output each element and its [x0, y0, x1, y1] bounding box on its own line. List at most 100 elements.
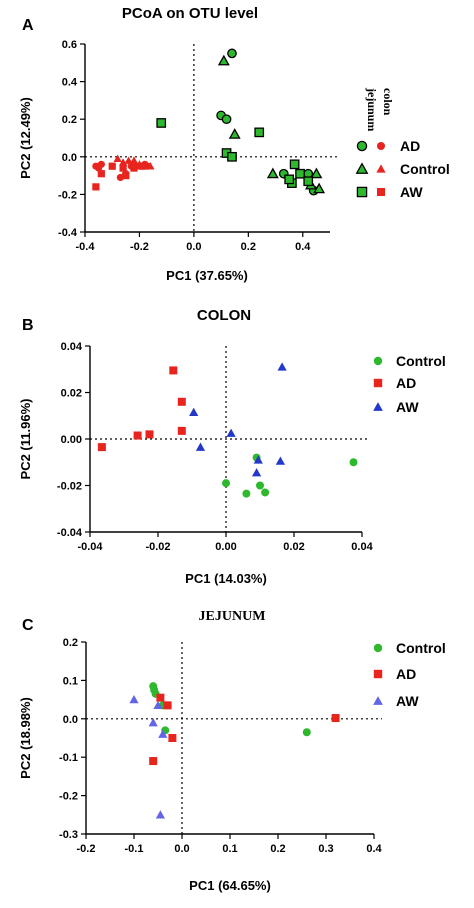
panel-a-y-tick-label: 0.4: [62, 77, 78, 89]
data-point-control: [222, 479, 230, 488]
panel-a-y-tick-label: 0.6: [62, 39, 77, 51]
panel-b-y-tick-label: -0.02: [57, 481, 82, 493]
data-point-ad: [145, 430, 154, 439]
legend-b-label-aw: AW: [396, 399, 419, 415]
panel-b-y-tick-label: -0.04: [57, 527, 83, 539]
data-point-aw-colon: [122, 172, 130, 180]
data-point-control: [349, 458, 358, 467]
legend-b-marker-control: [373, 356, 383, 366]
data-point-aw-jejunum: [227, 151, 237, 162]
data-point-control-colon: [146, 162, 155, 170]
panel-b-title: COLON: [197, 307, 251, 324]
panel-b-y-tick-label: 0.02: [61, 388, 82, 400]
data-point-aw: [252, 468, 262, 477]
data-point-aw: [155, 810, 165, 819]
data-point-aw-colon: [119, 164, 127, 172]
panel-c-y-tick-label: 0.0: [63, 714, 78, 726]
legend-a-marker-jejunum-control: [355, 162, 369, 174]
data-point-control: [261, 488, 270, 497]
legend-a-col-colon: colon: [381, 88, 395, 116]
data-point-control: [302, 728, 311, 737]
data-point-aw-jejunum: [254, 127, 265, 138]
panel-c-x-axis-label: PC1 (64.65%): [189, 878, 271, 893]
data-point-ad: [163, 701, 172, 710]
data-point-ad: [169, 366, 178, 375]
legend-a: AD Control AW: [355, 138, 450, 200]
legend-b-label-ad: AD: [396, 375, 416, 391]
panel-a-x-axis-label: PC1 (37.65%): [166, 268, 248, 283]
data-point-aw-jejunum: [303, 176, 314, 187]
data-point-control: [256, 481, 264, 490]
legend-c-label-aw: AW: [396, 693, 419, 709]
panel-b-x-tick-label: 0.02: [283, 541, 304, 553]
data-point-control-colon: [129, 156, 139, 164]
panel-c-x-tick-label: -0.2: [77, 843, 96, 855]
legend-b-marker-aw: [373, 402, 383, 411]
legend-c-marker-control: [373, 643, 383, 653]
legend-a-col-jejunum: jejunum: [365, 87, 379, 131]
legend-c-label-ad: AD: [396, 666, 416, 682]
data-point-ad-jejunum: [221, 114, 232, 125]
data-point-ad-colon: [97, 160, 105, 168]
legend-a-marker-colon-control: [376, 164, 386, 173]
panel-a-y-axis-label: PC2 (12.49%): [18, 97, 33, 179]
legend-a-label-aw: AW: [400, 184, 423, 200]
data-point-control-colon: [124, 156, 133, 164]
panel-c-y-axis-label: PC2 (18.98%): [18, 697, 33, 779]
panel-c-y-tick-label: 0.1: [63, 675, 78, 687]
panel-c-x-tick-label: 0.4: [366, 843, 382, 855]
legend-c: Control AD AW: [373, 640, 446, 709]
panel-b-x-tick-label: -0.02: [145, 541, 170, 553]
data-point-ad: [331, 714, 340, 723]
data-point-aw: [275, 456, 285, 465]
data-point-ad: [177, 426, 186, 435]
legend-c-marker-ad: [373, 669, 383, 679]
data-point-aw: [195, 442, 206, 451]
legend-a-marker-jejunum-ad: [356, 140, 368, 152]
data-point-aw-colon: [130, 164, 138, 172]
panel-a-y-tick-label: -0.4: [58, 227, 78, 239]
panel-c-y-tick-label: 0.2: [63, 637, 78, 649]
data-point-aw: [189, 407, 199, 416]
panel-b-y-tick-label: 0.00: [61, 434, 82, 446]
data-point-control-colon: [113, 154, 122, 162]
data-point-aw: [148, 718, 158, 727]
panel-b: B COLON Control AD AW -0.04 -0.02 0.00 0.02 0.…: [18, 307, 446, 586]
legend-a-marker-colon-aw: [377, 188, 385, 196]
panel-b-x-tick-label: 0.00: [215, 541, 236, 553]
data-point-aw: [153, 700, 163, 710]
data-point-aw: [129, 695, 139, 704]
panel-b-y-tick-label: 0.04: [61, 341, 83, 353]
panel-b-x-tick-label: -0.04: [77, 541, 103, 553]
panel-b-y-axis-label: PC2 (11.96%): [18, 399, 33, 480]
panel-a-x-tick-label: 0.4: [295, 241, 311, 253]
data-point-aw-jejunum: [284, 174, 295, 185]
legend-a-marker-colon-ad: [377, 142, 385, 150]
panel-c-x-tick-label: 0.0: [174, 843, 189, 855]
panel-a-title: PCoA on OTU level: [122, 5, 258, 22]
data-point-aw-jejunum: [295, 168, 305, 179]
legend-a-marker-jejunum-aw: [356, 186, 368, 198]
panel-b-x-tick-label: 0.04: [351, 541, 373, 553]
data-point-aw: [158, 729, 168, 738]
panel-b-x-axis-label: PC1 (14.03%): [185, 571, 267, 586]
panel-a-x-tick-label: -0.2: [130, 241, 149, 253]
data-point-control-jejunum: [313, 182, 326, 194]
data-point-ad: [97, 443, 106, 452]
data-point-control-jejunum: [310, 167, 323, 179]
data-point-aw-jejunum: [289, 159, 300, 170]
panel-a-x-tick-label: 0.0: [186, 241, 201, 253]
data-point-control-colon: [118, 158, 128, 166]
data-point-ad: [177, 397, 186, 406]
legend-c-label-control: Control: [396, 640, 446, 656]
data-point-aw-colon: [138, 162, 146, 170]
data-point-ad: [133, 431, 142, 440]
data-point-ad: [156, 693, 165, 702]
data-point-ad-jejunum: [227, 48, 237, 59]
panel-c-x-tick-label: 0.1: [222, 843, 237, 855]
legend-c-marker-aw: [373, 696, 383, 705]
panel-letter-c: C: [22, 617, 34, 634]
panel-a-y-tick-label: 0.0: [62, 152, 77, 164]
data-point-aw-colon: [108, 162, 116, 170]
